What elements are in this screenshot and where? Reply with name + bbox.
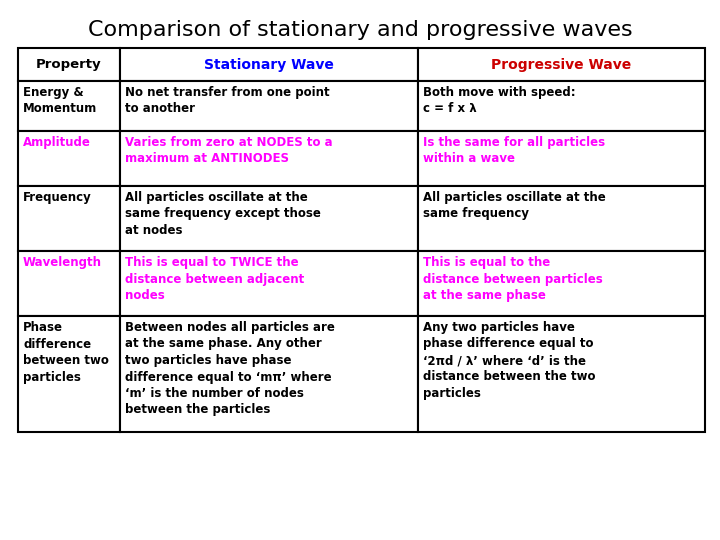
Bar: [18, 186, 120, 251]
Text: Between nodes all particles are
at the same phase. Any other
two particles have : Between nodes all particles are at the s…: [125, 321, 335, 416]
Text: Is the same for all particles
within a wave: Is the same for all particles within a w…: [423, 136, 605, 165]
Text: Phase
difference
between two
particles: Phase difference between two particles: [23, 321, 109, 383]
Text: No net transfer from one point
to another: No net transfer from one point to anothe…: [125, 86, 329, 116]
Bar: [18, 81, 120, 131]
Bar: [418, 251, 705, 316]
Bar: [120, 81, 418, 131]
Bar: [418, 316, 705, 432]
Bar: [18, 316, 120, 432]
Text: Stationary Wave: Stationary Wave: [204, 57, 333, 71]
Text: Wavelength: Wavelength: [23, 256, 102, 269]
Bar: [120, 131, 418, 186]
Bar: [418, 131, 705, 186]
Text: This is equal to TWICE the
distance between adjacent
nodes: This is equal to TWICE the distance betw…: [125, 256, 304, 302]
Bar: [120, 251, 418, 316]
Text: Varies from zero at NODES to a
maximum at ANTINODES: Varies from zero at NODES to a maximum a…: [125, 136, 333, 165]
Bar: [120, 186, 418, 251]
Text: Progressive Wave: Progressive Wave: [491, 57, 631, 71]
Bar: [120, 316, 418, 432]
Bar: [18, 251, 120, 316]
Bar: [418, 81, 705, 131]
Bar: [418, 186, 705, 251]
Bar: [120, 48, 418, 81]
Text: All particles oscillate at the
same frequency: All particles oscillate at the same freq…: [423, 191, 606, 220]
Bar: [18, 131, 120, 186]
Text: Any two particles have
phase difference equal to
‘2πd / λ’ where ‘d’ is the
dist: Any two particles have phase difference …: [423, 321, 595, 400]
Text: Property: Property: [36, 58, 102, 71]
Text: Amplitude: Amplitude: [23, 136, 91, 149]
Text: Energy &
Momentum: Energy & Momentum: [23, 86, 97, 116]
Text: Comparison of stationary and progressive waves: Comparison of stationary and progressive…: [88, 20, 632, 40]
Text: This is equal to the
distance between particles
at the same phase: This is equal to the distance between pa…: [423, 256, 603, 302]
Text: All particles oscillate at the
same frequency except those
at nodes: All particles oscillate at the same freq…: [125, 191, 320, 237]
Bar: [418, 48, 705, 81]
Text: Both move with speed:
c = f x λ: Both move with speed: c = f x λ: [423, 86, 575, 116]
Text: Frequency: Frequency: [23, 191, 91, 204]
Bar: [18, 48, 120, 81]
